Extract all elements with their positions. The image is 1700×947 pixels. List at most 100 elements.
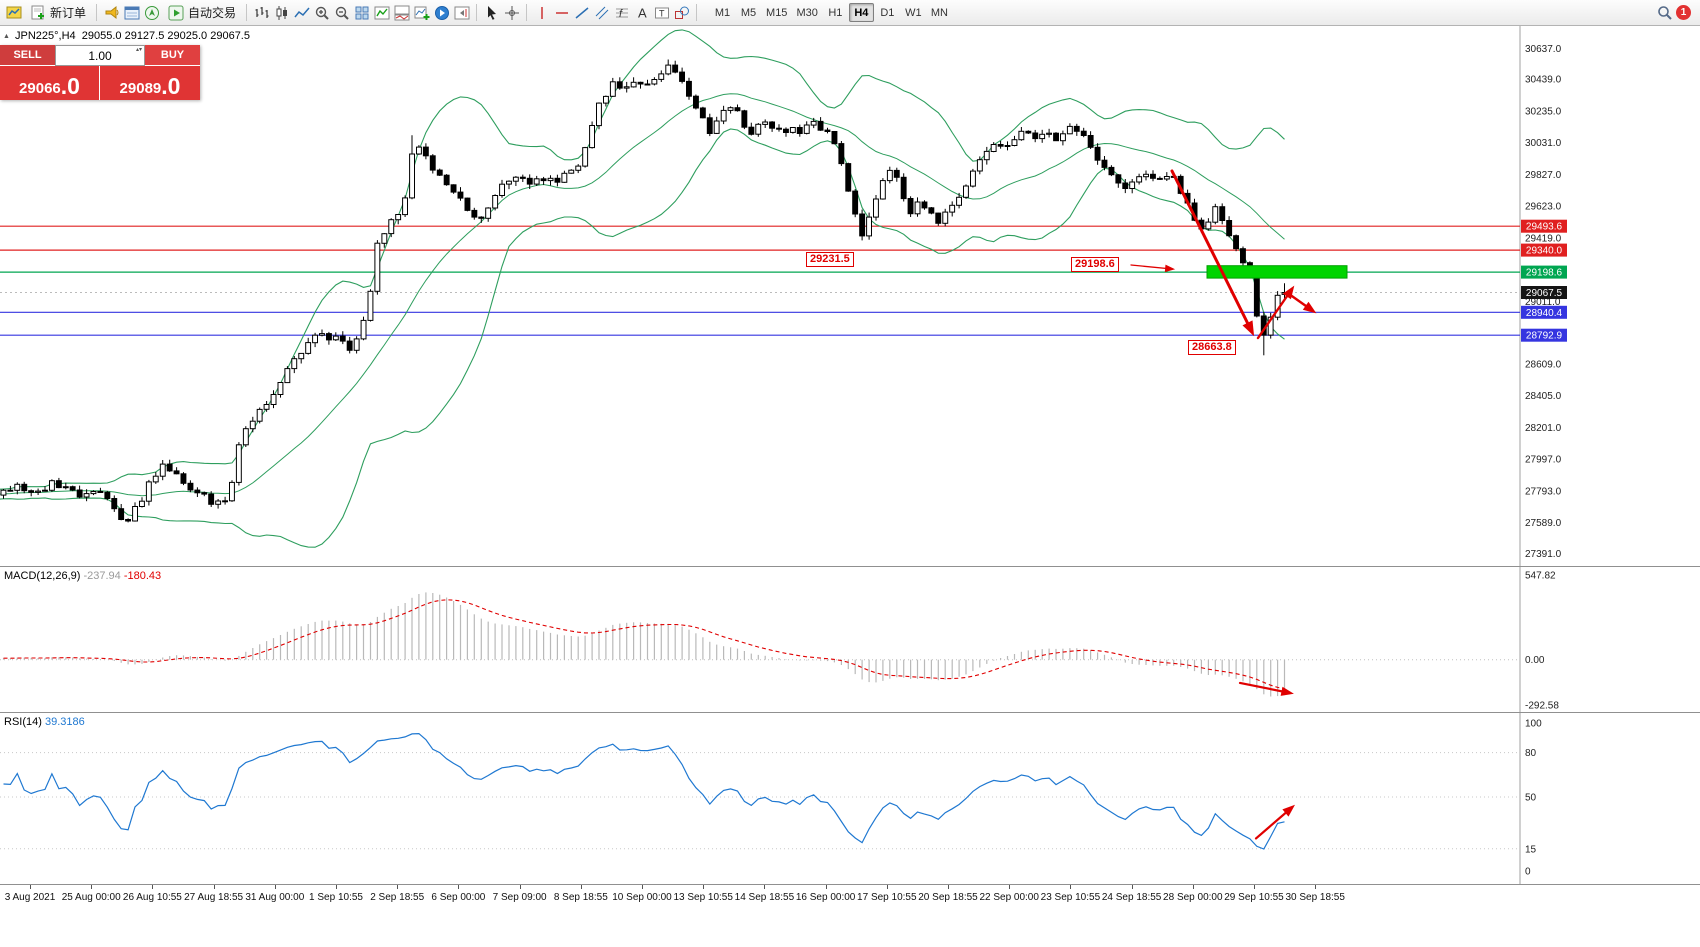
chart-shift-icon[interactable] bbox=[453, 4, 470, 21]
auto-trading-button[interactable]: 自动交易 bbox=[163, 2, 240, 24]
indicator-windows-icon[interactable] bbox=[393, 4, 410, 21]
main-chart-svg[interactable]: 30637.0 30439.0 30235.0 30031.0 29827.0 29623… bbox=[0, 26, 1700, 566]
bar-chart-icon[interactable] bbox=[253, 4, 270, 21]
rsi-arrow bbox=[1254, 804, 1295, 840]
macd-scale-label: -292.58 bbox=[1525, 701, 1559, 712]
timeframe-button-w1[interactable]: W1 bbox=[905, 6, 922, 19]
auto-scroll-icon[interactable] bbox=[433, 4, 450, 21]
buy-price[interactable]: 29089.0 bbox=[100, 66, 200, 100]
new-chart-icon[interactable] bbox=[413, 4, 430, 21]
text-label-icon[interactable]: T bbox=[653, 4, 670, 21]
macd-svg[interactable]: 547.82 0.00 -292.58 bbox=[0, 567, 1700, 713]
price-tag-label: 29340.0 bbox=[1526, 246, 1563, 257]
candle bbox=[62, 486, 69, 489]
rsi-value: 39.3186 bbox=[44, 716, 85, 728]
candle bbox=[187, 482, 194, 491]
candle bbox=[838, 143, 845, 165]
candle bbox=[1066, 125, 1073, 135]
sell-button[interactable]: SELL bbox=[0, 45, 55, 66]
candle bbox=[727, 107, 734, 111]
candlestick-chart-icon[interactable] bbox=[273, 4, 290, 21]
candle bbox=[976, 159, 983, 172]
supply-zone-rectangle[interactable] bbox=[1206, 265, 1348, 279]
timeframe-button-m15[interactable]: M15 bbox=[766, 6, 788, 19]
text-icon[interactable]: A bbox=[633, 4, 650, 21]
candle bbox=[173, 470, 180, 475]
candle bbox=[1156, 177, 1163, 180]
candle bbox=[1004, 145, 1011, 147]
buy-price-int: 29089 bbox=[119, 80, 162, 97]
candle bbox=[97, 491, 104, 493]
navigator-icon[interactable] bbox=[143, 4, 160, 21]
candle bbox=[699, 107, 706, 119]
trendline-icon[interactable] bbox=[573, 4, 590, 21]
timeframe-button-m30[interactable]: M30 bbox=[796, 6, 818, 19]
trend-arrow-down bbox=[1170, 169, 1255, 337]
timeframe-button-h4[interactable]: H4 bbox=[848, 3, 874, 22]
terminal-icon[interactable] bbox=[5, 4, 22, 21]
price-annotation-label[interactable]: 28663.8 bbox=[1188, 340, 1236, 355]
buy-button[interactable]: BUY bbox=[145, 45, 200, 66]
candle bbox=[1073, 125, 1080, 132]
candle bbox=[693, 95, 699, 109]
candle bbox=[589, 125, 595, 149]
time-axis-label: 6 Sep 00:00 bbox=[431, 892, 486, 903]
rsi-svg[interactable]: 100 80 50 15 0 bbox=[0, 713, 1700, 885]
timeframe-button-h1[interactable]: H1 bbox=[828, 6, 843, 19]
zoom-out-icon[interactable] bbox=[333, 4, 350, 21]
notification-badge[interactable]: 1 bbox=[1676, 5, 1691, 20]
zoom-in-icon[interactable] bbox=[313, 4, 330, 21]
candle bbox=[803, 124, 810, 134]
timeframe-button-mn[interactable]: MN bbox=[930, 6, 948, 19]
one-click-toggle-icon[interactable]: ▲ bbox=[3, 33, 10, 40]
candle bbox=[443, 174, 450, 186]
time-axis-tick bbox=[91, 885, 93, 889]
tile-windows-icon[interactable] bbox=[353, 4, 370, 21]
time-axis-label: 8 Sep 18:55 bbox=[553, 892, 608, 903]
timeframe-button-m1[interactable]: M1 bbox=[714, 6, 731, 19]
timeframe-button-m5[interactable]: M5 bbox=[740, 6, 757, 19]
candle bbox=[824, 129, 831, 132]
indicators-icon[interactable] bbox=[373, 4, 390, 21]
search-icon[interactable] bbox=[1656, 4, 1673, 21]
candle bbox=[845, 163, 852, 192]
candle bbox=[630, 81, 637, 88]
candle bbox=[831, 131, 838, 145]
price-axis-label: 30637.0 bbox=[1525, 44, 1562, 55]
horizontal-line-icon[interactable] bbox=[553, 4, 570, 21]
time-axis[interactable]: 3 Aug 2021 25 Aug 00:00 26 Aug 10:55 27 Aug… bbox=[0, 884, 1700, 910]
timeframe-button-d1[interactable]: D1 bbox=[880, 6, 895, 19]
price-annotation-label[interactable]: 29231.5 bbox=[806, 252, 854, 267]
candle bbox=[353, 338, 360, 351]
candle bbox=[1046, 132, 1052, 135]
candle bbox=[7, 489, 14, 492]
candle bbox=[367, 290, 374, 321]
price-annotation-label[interactable]: 29198.6 bbox=[1071, 257, 1119, 272]
new-order-button[interactable]: 新订单 bbox=[25, 2, 90, 24]
volume-spinner-icon[interactable]: ▴▾ bbox=[135, 47, 142, 53]
vertical-line-icon[interactable] bbox=[533, 4, 550, 21]
time-axis-tick bbox=[152, 885, 154, 889]
alerts-icon[interactable] bbox=[103, 4, 120, 21]
rsi-line bbox=[3, 732, 1285, 850]
candle bbox=[201, 492, 208, 495]
volume-value: 1.00 bbox=[88, 48, 112, 63]
crosshair-icon[interactable] bbox=[503, 4, 520, 21]
candle bbox=[118, 508, 125, 521]
candle bbox=[603, 95, 609, 104]
channel-icon[interactable] bbox=[593, 4, 610, 21]
candle bbox=[1018, 130, 1025, 141]
sell-price[interactable]: 29066.0 bbox=[0, 66, 100, 100]
price-axis-label: 30031.0 bbox=[1525, 138, 1562, 149]
price-tag bbox=[1521, 243, 1567, 257]
candle bbox=[713, 120, 720, 134]
macd-scale-label: 0.00 bbox=[1525, 655, 1545, 666]
shapes-icon[interactable] bbox=[673, 4, 690, 21]
market-watch-icon[interactable] bbox=[123, 4, 140, 21]
line-chart-icon[interactable] bbox=[293, 4, 310, 21]
candle bbox=[471, 209, 478, 218]
fibonacci-icon[interactable]: f bbox=[613, 4, 630, 21]
candle bbox=[450, 184, 457, 193]
volume-input[interactable]: 1.00 ▴▾ bbox=[55, 45, 145, 66]
cursor-icon[interactable] bbox=[483, 4, 500, 21]
